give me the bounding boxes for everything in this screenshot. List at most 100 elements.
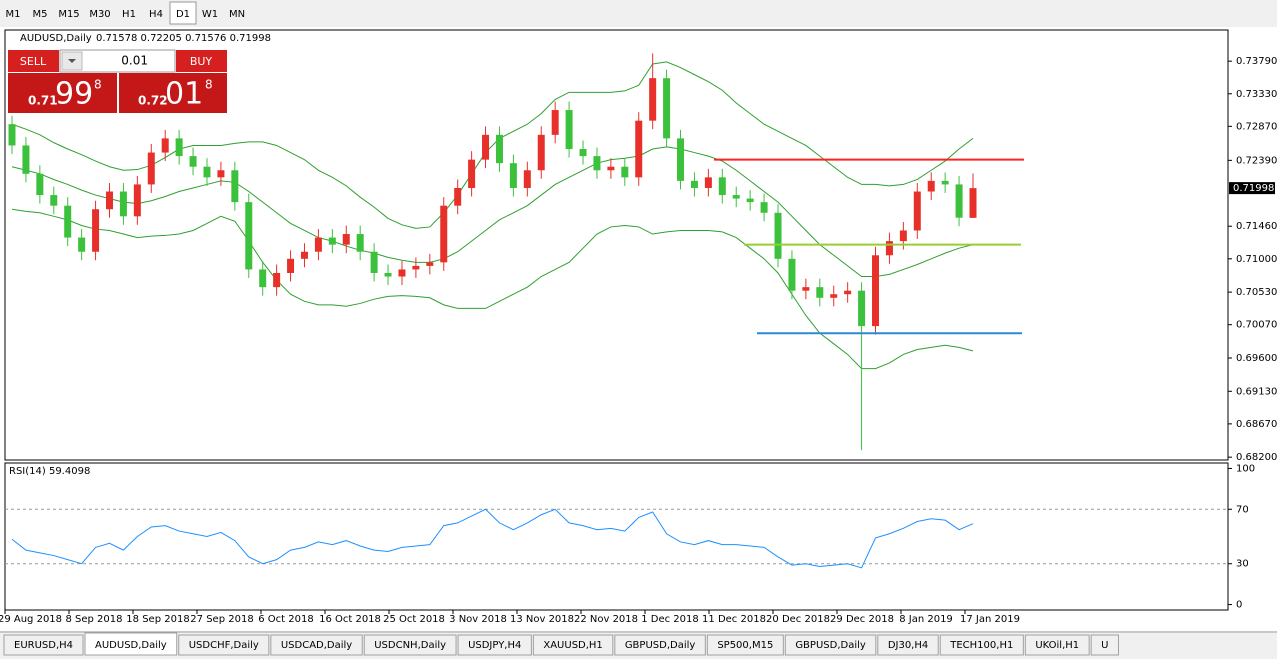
timeframe-label: M1 (6, 9, 21, 20)
timeframe-button[interactable] (169, 1, 197, 25)
candle-body (384, 272, 392, 277)
tab[interactable]: AUDUSD,Daily (84, 632, 178, 656)
candle-body (830, 294, 838, 298)
tab-background (457, 634, 532, 656)
tab-background (614, 634, 706, 656)
x-tick-label: 13 Nov 2018 (510, 614, 574, 625)
candle-body (621, 166, 629, 178)
tab-label: USDJPY,H4 (468, 640, 521, 651)
timeframe-button[interactable] (143, 2, 169, 24)
candle-body (189, 156, 197, 167)
tab[interactable]: GBPUSD,Daily (614, 634, 706, 656)
candle-body (690, 180, 698, 188)
ask-main: 01 (165, 77, 203, 112)
candle-body (551, 110, 559, 135)
timeframe-label: H4 (149, 9, 163, 20)
timeframe-label: W1 (202, 9, 218, 20)
y-tick-label: 0.73790 (1236, 56, 1277, 67)
buy-label: BUY (190, 55, 213, 68)
sell-button[interactable] (8, 50, 59, 72)
buy-button[interactable] (176, 50, 227, 72)
tab[interactable]: DJ30,H4 (877, 634, 939, 656)
candle-body (663, 78, 671, 139)
spinner-arrow (68, 59, 76, 63)
candle-body (245, 202, 253, 270)
tab-label: TECH100,H1 (949, 640, 1013, 651)
tab[interactable]: U (1090, 634, 1119, 656)
lot-input[interactable] (59, 49, 176, 73)
timeframe-button[interactable] (27, 2, 53, 24)
bid-box[interactable] (8, 73, 117, 113)
ask-box[interactable] (119, 73, 227, 113)
tab[interactable]: EURUSD,H4 (3, 634, 84, 656)
tab[interactable]: GBPUSD,Daily (784, 634, 877, 656)
candle-body (802, 287, 810, 291)
timeframe-button[interactable] (197, 2, 223, 24)
sell-label: SELL (20, 55, 47, 68)
tab[interactable]: USDJPY,H4 (457, 634, 532, 656)
candle-body (398, 269, 406, 277)
y-tick-label: 100 (1236, 463, 1255, 474)
candle-body (732, 195, 740, 199)
x-tick-label: 25 Oct 2018 (383, 614, 445, 625)
candle-body (273, 272, 281, 288)
timeframe-button[interactable] (85, 2, 115, 24)
tab-label: EURUSD,H4 (14, 640, 73, 651)
tab-label: GBPUSD,Daily (795, 640, 866, 651)
candle-body (8, 124, 16, 146)
tab[interactable]: USDCNH,Daily (363, 634, 457, 656)
tab[interactable]: TECH100,H1 (939, 634, 1024, 656)
candle-body (955, 184, 963, 218)
tab-label: USDCHF,Daily (189, 640, 259, 651)
candle-body (50, 195, 58, 206)
timeframe-button[interactable] (0, 2, 26, 24)
x-tick-label: 3 Nov 2018 (449, 614, 507, 625)
timeframe-label: M30 (89, 9, 110, 20)
tab[interactable]: USDCAD,Daily (270, 634, 363, 656)
bollinger-band (11, 208, 974, 370)
timeframe-button[interactable] (224, 2, 250, 24)
candle-body (36, 173, 44, 196)
tab[interactable]: XAUUSD,H1 (532, 634, 614, 656)
ask-prefix: 0.72 (138, 94, 168, 108)
candle-body (885, 241, 893, 256)
candle-body (328, 237, 336, 245)
candle-body (872, 255, 880, 327)
x-tick-label: 18 Sep 2018 (126, 614, 189, 625)
bollinger-band (11, 61, 974, 229)
candle-body (412, 265, 420, 270)
candle-body (426, 262, 434, 266)
tab-label: USDCNH,Daily (374, 640, 446, 651)
candle-body (677, 138, 685, 181)
rsi-panel (4, 462, 1229, 611)
candle-body (969, 188, 977, 218)
y-tick-label: 0.70530 (1236, 287, 1277, 298)
candle-body (607, 166, 615, 171)
candle-body (593, 156, 601, 171)
candle-body (523, 170, 531, 188)
candle-body (92, 209, 100, 252)
candle-body (468, 159, 476, 188)
tab[interactable]: USDCHF,Daily (178, 634, 270, 656)
x-tick-label: 1 Dec 2018 (641, 614, 699, 625)
tab-background (706, 634, 784, 656)
lot-value: 0.01 (121, 54, 148, 68)
tab[interactable]: UKOil,H1 (1024, 634, 1090, 656)
tab[interactable]: SP500,M15 (706, 634, 784, 656)
y-tick-label: 0.69600 (1236, 353, 1277, 364)
candle-body (133, 184, 141, 217)
x-tick-label: 20 Dec 2018 (766, 614, 830, 625)
candle-body (482, 134, 490, 160)
tab-label: DJ30,H4 (888, 640, 928, 651)
candle-body (788, 258, 796, 291)
candle-body (579, 149, 587, 157)
y-tick-label: 0.71460 (1236, 221, 1277, 232)
tab-label: UKOil,H1 (1035, 640, 1079, 651)
timeframe-button[interactable] (54, 2, 84, 24)
timeframe-button[interactable] (116, 2, 142, 24)
tab-background (363, 634, 457, 656)
candle-body (440, 205, 448, 263)
tab-background (1024, 634, 1090, 656)
candle-body (454, 187, 462, 206)
candle-body (565, 110, 573, 150)
